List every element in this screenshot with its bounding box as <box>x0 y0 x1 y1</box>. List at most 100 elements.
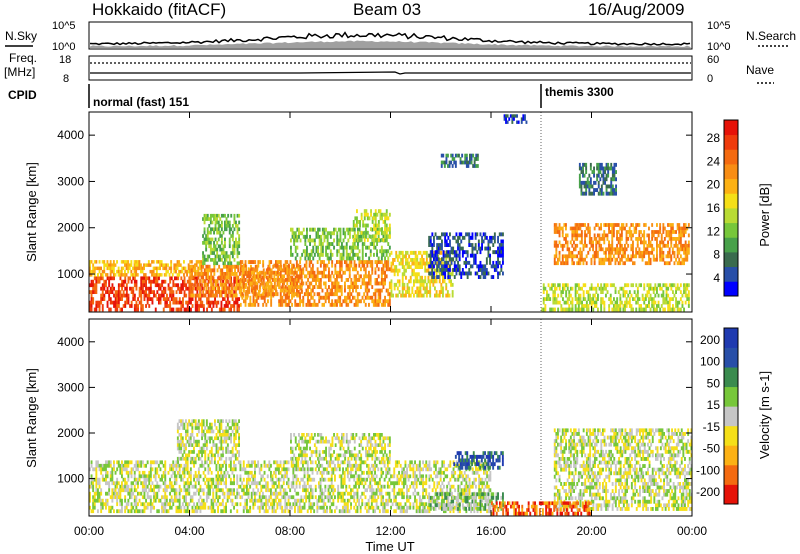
power-cell <box>687 297 690 301</box>
power-cell <box>484 235 487 240</box>
power-cell <box>166 300 168 305</box>
power-cell <box>321 270 324 275</box>
velocity-cell <box>105 470 107 475</box>
power-cell <box>686 226 689 231</box>
power-cell <box>382 252 385 257</box>
power-cell <box>284 263 287 268</box>
power-cell <box>121 307 123 312</box>
power-cell <box>176 266 179 271</box>
power-cell <box>300 274 303 279</box>
power-cell <box>228 227 231 232</box>
power-cell <box>571 254 574 259</box>
power-cell <box>222 286 225 291</box>
power-cell <box>449 253 451 258</box>
velocity-cell <box>215 467 218 472</box>
power-cell <box>148 304 151 308</box>
power-cell <box>670 254 673 259</box>
power-cell <box>254 299 257 304</box>
power-cell <box>144 273 147 277</box>
power-cell <box>437 260 440 265</box>
power-cell <box>385 230 388 235</box>
power-cell <box>366 292 369 297</box>
power-cell <box>127 293 130 298</box>
power-cell <box>479 246 482 251</box>
power-cell <box>662 243 665 248</box>
power-cell <box>201 293 204 298</box>
power-cell <box>328 270 330 275</box>
velocity-cell <box>199 484 202 489</box>
power-cell <box>590 283 593 288</box>
power-cell <box>485 260 488 265</box>
power-cell <box>140 283 143 288</box>
power-cell <box>192 264 195 269</box>
power-cell <box>465 264 467 269</box>
power-cell <box>235 293 238 298</box>
velocity-cell <box>89 467 91 472</box>
power-cell <box>211 220 214 225</box>
power-cell <box>331 242 334 246</box>
power-cell <box>444 264 447 269</box>
power-cell <box>387 263 390 268</box>
power-cell <box>489 235 491 240</box>
power-cell <box>485 235 488 240</box>
power-cell <box>224 254 226 259</box>
power-cell <box>624 300 626 305</box>
power-cell <box>188 293 191 298</box>
power-cell <box>211 268 214 273</box>
velocity-cell <box>186 509 189 514</box>
power-cell <box>261 293 264 298</box>
velocity-cell <box>194 470 197 475</box>
power-cell <box>614 261 617 266</box>
power-cell <box>331 270 334 275</box>
velocity-cell <box>220 481 223 486</box>
velocity-cell <box>223 509 226 514</box>
power-cell <box>574 254 577 259</box>
power-cell <box>355 263 358 268</box>
power-cell <box>283 292 285 297</box>
velocity-cell <box>167 502 170 507</box>
power-cell <box>421 279 423 284</box>
velocity-cell <box>183 484 186 489</box>
power-cell <box>374 278 377 282</box>
power-cell <box>485 246 488 251</box>
power-cell <box>93 269 96 274</box>
power-cell <box>387 216 390 221</box>
power-cell <box>366 245 369 250</box>
power-cell <box>100 286 103 291</box>
power-cell <box>664 300 666 305</box>
power-cell <box>281 278 284 282</box>
power-cell <box>656 247 658 252</box>
power-cell <box>560 261 563 266</box>
velocity-cell <box>98 477 101 482</box>
power-cell <box>416 258 419 262</box>
power-cell <box>224 237 226 242</box>
power-cell <box>582 261 585 266</box>
power-cell <box>133 266 136 271</box>
power-cell <box>239 278 242 282</box>
velocity-cell <box>90 509 93 514</box>
power-cell <box>656 223 658 227</box>
power-cell <box>422 286 425 291</box>
power-cell <box>555 230 558 234</box>
power-cell <box>579 261 582 266</box>
power-cell <box>167 263 169 267</box>
power-cell <box>582 247 585 252</box>
power-cell <box>178 273 181 277</box>
power-cell <box>130 273 133 277</box>
power-cell <box>398 282 401 287</box>
power-cell <box>427 261 430 266</box>
velocity-cell <box>113 495 115 500</box>
velocity-cell <box>145 498 147 503</box>
power-cell <box>275 288 277 293</box>
power-cell <box>433 275 435 279</box>
power-cell <box>643 250 646 255</box>
power-cell <box>574 293 577 298</box>
power-cell <box>194 293 197 298</box>
power-cell <box>337 281 340 286</box>
velocity-cell <box>95 481 98 486</box>
power-cell <box>382 302 385 307</box>
power-cell <box>191 272 193 276</box>
power-cell <box>601 261 604 266</box>
velocity-cell <box>145 477 147 482</box>
power-cell <box>95 286 98 291</box>
